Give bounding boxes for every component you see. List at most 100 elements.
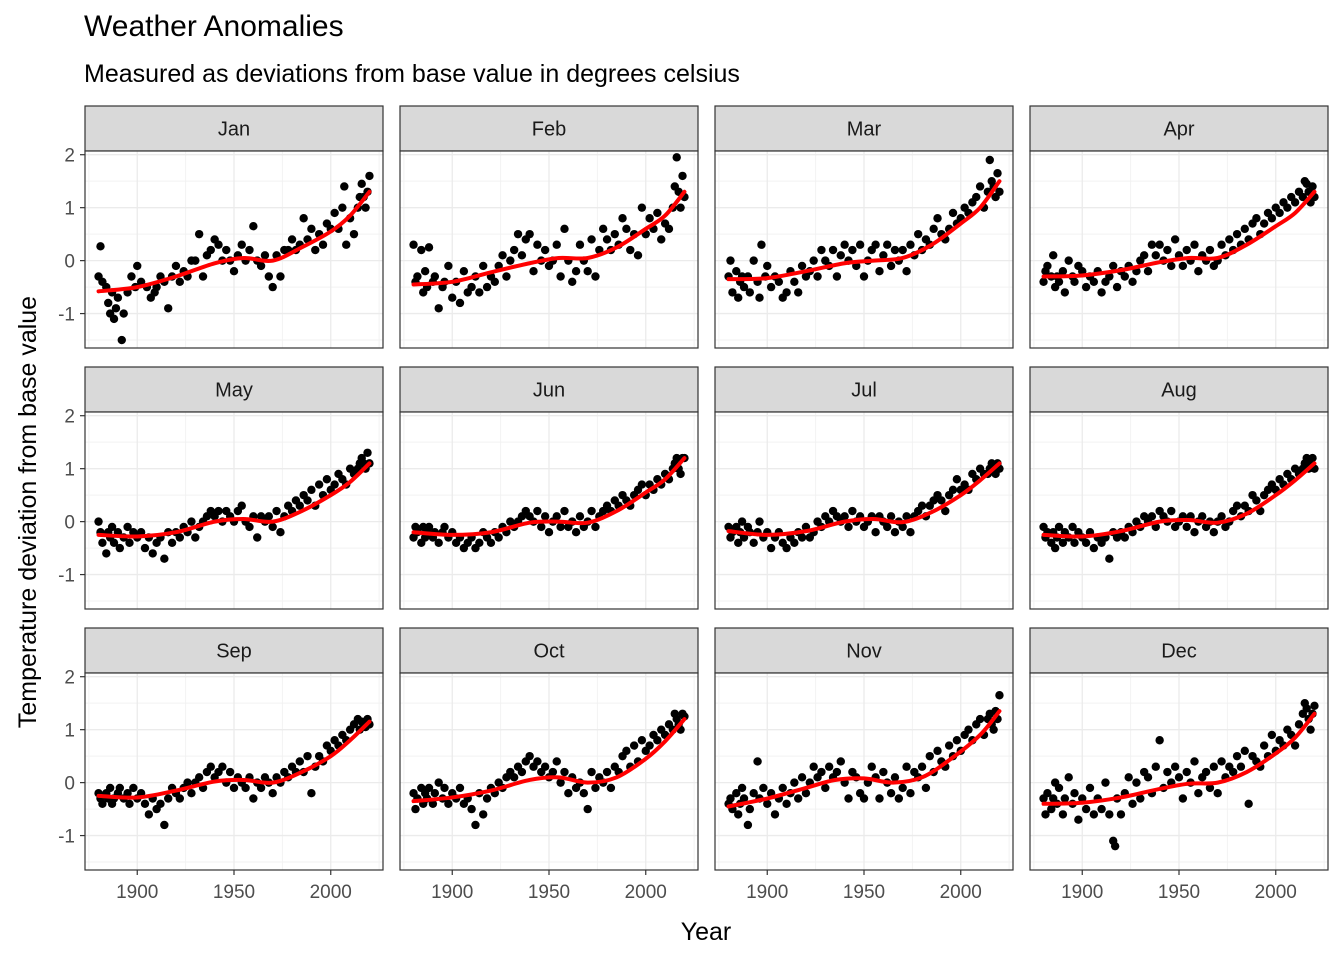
- data-point: [475, 538, 484, 548]
- data-point: [1209, 528, 1219, 537]
- data-point: [743, 820, 753, 830]
- data-point: [295, 757, 304, 766]
- data-point: [105, 783, 115, 793]
- data-point: [104, 298, 113, 308]
- data-point: [444, 799, 453, 809]
- data-point: [832, 767, 842, 777]
- data-point: [253, 533, 262, 542]
- data-point: [1167, 506, 1176, 516]
- data-point: [859, 794, 869, 803]
- data-point: [975, 182, 985, 191]
- data-point: [276, 272, 285, 281]
- facet-strip-label: Aug: [1161, 380, 1197, 402]
- data-point: [225, 767, 235, 777]
- data-point: [995, 691, 1004, 700]
- x-tick-label: 1950: [528, 882, 570, 903]
- data-point: [1054, 783, 1064, 793]
- chart-subtitle: Measured as deviations from base value i…: [84, 60, 740, 88]
- data-point: [739, 282, 749, 292]
- data-point: [1182, 767, 1191, 777]
- data-point: [770, 810, 780, 819]
- data-point: [1060, 288, 1070, 297]
- data-point: [1060, 794, 1070, 803]
- data-point: [906, 528, 915, 537]
- data-point: [1081, 538, 1091, 548]
- data-point: [1190, 757, 1199, 766]
- data-point: [944, 741, 954, 750]
- smooth-trend-line: [96, 719, 372, 800]
- smooth-trend-line: [96, 189, 372, 294]
- data-point: [1163, 245, 1172, 255]
- data-point: [260, 251, 270, 260]
- data-point: [985, 155, 994, 165]
- data-point: [1050, 543, 1060, 553]
- data-point: [183, 778, 192, 787]
- facet-strip-label: Jan: [218, 119, 250, 141]
- data-point: [1228, 767, 1238, 777]
- data-point: [1070, 277, 1079, 287]
- data-point: [902, 762, 911, 771]
- data-point: [1155, 240, 1164, 249]
- data-point: [602, 235, 612, 244]
- data-point: [1232, 229, 1242, 239]
- facet-strip-label: Sep: [216, 641, 252, 663]
- facet-strip-label: Jul: [851, 380, 877, 402]
- data-point: [160, 820, 169, 830]
- data-point: [303, 496, 312, 505]
- panel-border: [714, 411, 1014, 610]
- data-point: [1308, 182, 1317, 191]
- data-point: [417, 245, 426, 255]
- data-point: [766, 543, 776, 553]
- data-point: [119, 309, 128, 318]
- data-point: [1283, 203, 1292, 212]
- data-point: [409, 240, 418, 249]
- data-point: [552, 512, 561, 521]
- data-point: [875, 794, 884, 803]
- data-point: [440, 783, 449, 793]
- data-point: [125, 799, 134, 809]
- data-point: [556, 272, 565, 281]
- data-point: [560, 224, 569, 234]
- data-point: [925, 751, 934, 761]
- data-point: [906, 789, 915, 798]
- data-point: [948, 485, 958, 495]
- data-point: [198, 272, 208, 281]
- data-point: [330, 208, 339, 218]
- panel-border: [84, 411, 384, 610]
- y-tick-label: 2: [64, 407, 75, 428]
- data-point: [1217, 512, 1226, 521]
- data-point: [303, 751, 312, 761]
- facet-panel-jun: Jun: [399, 366, 699, 610]
- facet-strip: [1029, 627, 1329, 674]
- data-point: [148, 549, 157, 558]
- data-point: [587, 767, 596, 777]
- data-point: [307, 789, 316, 798]
- data-point: [813, 272, 822, 281]
- data-point: [365, 171, 374, 181]
- smooth-trend-line: [411, 717, 687, 804]
- facet-strip-label: Jun: [533, 380, 565, 402]
- data-point: [94, 517, 103, 526]
- data-point: [759, 783, 768, 793]
- data-point: [1128, 277, 1137, 287]
- data-point: [311, 245, 320, 255]
- data-point: [330, 480, 339, 489]
- data-point: [1070, 538, 1079, 548]
- data-point: [753, 757, 762, 766]
- facet-panel-oct: Oct 1900 1950 2000: [399, 627, 699, 903]
- data-point: [556, 522, 565, 532]
- smooth-trend-line: [411, 189, 687, 287]
- y-tick-label: 0: [64, 513, 75, 534]
- data-point: [763, 799, 772, 809]
- data-point: [517, 767, 527, 777]
- facet-strip: [714, 366, 1014, 413]
- data-point: [579, 789, 589, 798]
- data-point: [533, 757, 542, 766]
- data-point: [883, 240, 892, 249]
- panel-border: [1029, 411, 1329, 610]
- data-point: [1267, 730, 1277, 740]
- data-point: [629, 741, 639, 750]
- data-point: [778, 783, 787, 793]
- data-point: [929, 224, 938, 234]
- data-point: [782, 288, 791, 297]
